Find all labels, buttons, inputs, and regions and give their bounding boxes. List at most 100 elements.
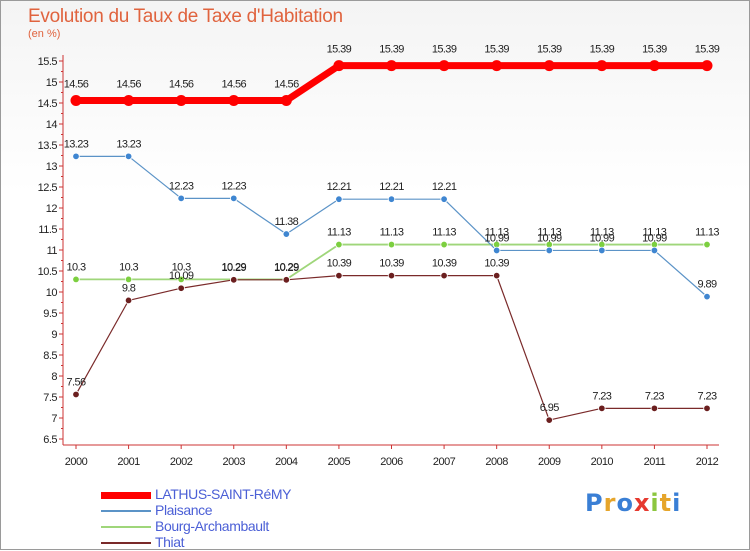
- y-tick-label: 13: [46, 161, 58, 173]
- x-tick-label: 2009: [538, 456, 561, 468]
- data-point: [228, 94, 240, 106]
- data-point: [124, 275, 133, 284]
- data-label: 10.29: [221, 262, 246, 274]
- data-label: 13.23: [116, 138, 141, 150]
- data-label: 10.99: [484, 232, 509, 244]
- data-point: [650, 246, 659, 255]
- data-label: 10.09: [169, 270, 194, 282]
- logo-letter: r: [603, 489, 617, 517]
- data-label: 11.13: [485, 227, 509, 239]
- y-tick-label: 10.5: [38, 266, 58, 278]
- data-label: 11.13: [327, 227, 351, 239]
- data-label: 15.39: [642, 44, 667, 56]
- data-point: [701, 60, 713, 72]
- data-label: 9.89: [697, 279, 716, 291]
- data-label: 10.29: [274, 262, 299, 274]
- y-tick-label: 8.5: [43, 350, 57, 362]
- data-point: [650, 404, 659, 413]
- data-point: [492, 271, 501, 280]
- data-label: 15.39: [695, 44, 720, 56]
- data-label: 7.23: [697, 390, 716, 402]
- data-label: 14.56: [64, 78, 89, 90]
- x-tick-label: 2012: [696, 456, 719, 468]
- data-point: [177, 194, 185, 203]
- x-tick-label: 2005: [328, 456, 351, 468]
- data-label: 10.3: [66, 261, 85, 273]
- data-label: 12.23: [221, 180, 246, 192]
- data-label: 7.56: [66, 376, 85, 388]
- data-point: [175, 94, 187, 106]
- data-label: 15.39: [484, 44, 509, 56]
- data-label: 10.99: [590, 232, 615, 244]
- data-point: [703, 240, 711, 249]
- data-label: 15.39: [537, 44, 562, 56]
- data-label: 14.56: [274, 78, 299, 90]
- x-tick-label: 2011: [644, 456, 666, 468]
- y-tick-label: 8: [51, 371, 57, 383]
- data-label: 11.13: [380, 227, 404, 239]
- data-point: [124, 152, 133, 161]
- y-tick-label: 9.5: [43, 308, 57, 320]
- data-point: [333, 60, 345, 72]
- data-label: 11.38: [274, 216, 298, 228]
- data-label: 15.39: [432, 44, 457, 56]
- x-tick-label: 2001: [117, 456, 140, 468]
- x-tick-label: 2008: [485, 456, 508, 468]
- data-label: 7.23: [645, 390, 664, 402]
- y-tick-label: 12.5: [38, 182, 58, 194]
- data-label: 14.56: [169, 78, 194, 90]
- data-point: [335, 195, 343, 203]
- data-point: [596, 60, 608, 72]
- x-tick-label: 2002: [170, 456, 193, 468]
- legend-label: Thiat: [155, 534, 185, 550]
- data-label: 10.29: [221, 261, 246, 273]
- data-point: [440, 195, 448, 203]
- data-label: 9.8: [122, 282, 136, 294]
- data-point: [72, 275, 80, 284]
- logo-letter: x: [633, 489, 651, 517]
- data-label: 10.3: [119, 261, 138, 273]
- x-tick-label: 2004: [275, 456, 298, 468]
- data-point: [386, 60, 397, 72]
- data-label: 10.39: [484, 258, 509, 270]
- data-point: [230, 194, 238, 203]
- y-tick-label: 14.5: [38, 98, 58, 110]
- logo-letter: t: [659, 489, 673, 517]
- data-point: [438, 60, 450, 72]
- data-label: 10.39: [379, 258, 404, 270]
- data-label: 12.21: [432, 181, 457, 193]
- data-label: 15.39: [327, 44, 352, 56]
- data-label: 14.56: [116, 78, 141, 90]
- logo-letter: i: [672, 489, 682, 517]
- data-point: [545, 416, 553, 424]
- data-label: 12.23: [169, 180, 194, 192]
- legend-swatch: [101, 526, 151, 528]
- y-tick-label: 15: [46, 77, 58, 89]
- data-label: 10.29: [274, 261, 299, 273]
- y-tick-label: 11: [47, 245, 58, 257]
- data-label: 11.13: [643, 227, 667, 239]
- data-point: [335, 271, 343, 280]
- data-point: [230, 276, 238, 284]
- y-tick-label: 7: [51, 413, 57, 425]
- legend-swatch: [101, 542, 151, 544]
- y-tick-label: 9: [51, 329, 57, 341]
- data-point: [387, 240, 396, 249]
- y-tick-label: 14: [46, 119, 58, 131]
- data-label: 10.39: [432, 258, 457, 270]
- data-point: [72, 390, 80, 399]
- data-label: 7.23: [592, 390, 611, 402]
- data-point: [598, 246, 606, 255]
- legend-label: LATHUS-SAINT-RéMY: [155, 486, 292, 502]
- data-label: 12.21: [327, 181, 352, 193]
- data-point: [123, 94, 135, 106]
- data-point: [387, 271, 396, 280]
- data-label: 6.95: [540, 402, 559, 414]
- data-point: [70, 94, 82, 106]
- data-label: 15.39: [379, 44, 404, 56]
- data-label: 10.99: [537, 232, 562, 244]
- y-tick-label: 13.5: [38, 140, 58, 152]
- logo-letter: P: [585, 489, 604, 517]
